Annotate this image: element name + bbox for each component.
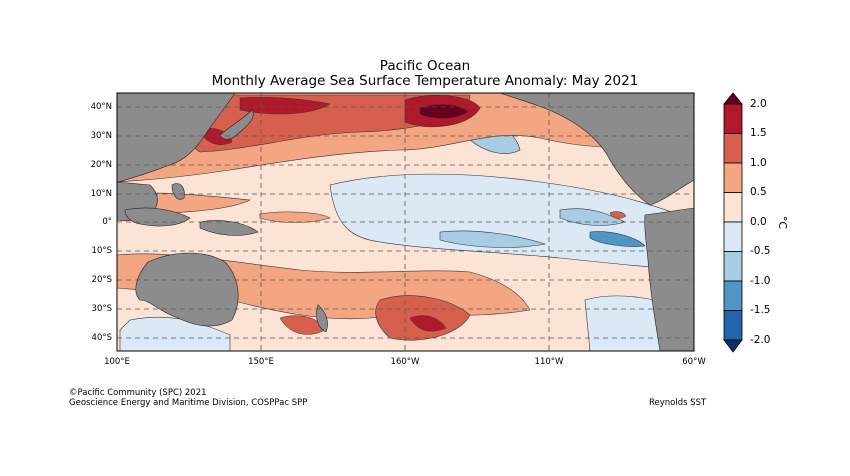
colorbar-swatch (723, 251, 743, 282)
map-frame (116, 92, 695, 352)
lat-tick: 10°S (91, 246, 112, 256)
lat-tick: 40°N (90, 102, 112, 112)
colorbar (723, 92, 743, 353)
lat-tick: 20°S (91, 275, 112, 285)
warm-anomaly-region (259, 211, 331, 223)
land-maritime-continent (124, 207, 191, 227)
graticule (117, 93, 694, 351)
colorbar-swatch (723, 103, 743, 134)
colorbar-tick: -2.0 (750, 334, 771, 346)
lon-tick: 160°W (390, 357, 420, 367)
land-new-guinea (199, 220, 259, 236)
map-subtitle: Monthly Average Sea Surface Temperature … (211, 73, 639, 89)
land-australia (135, 252, 239, 327)
data-source-label: Reynolds SST (649, 398, 707, 408)
colorbar-tick: -1.5 (750, 304, 771, 316)
land-east-asia (117, 93, 236, 183)
warm-anomaly-region (609, 211, 627, 219)
lon-tick: 60°W (682, 357, 706, 367)
lon-tick: 110°W (534, 357, 564, 367)
colorbar-tick: -0.5 (750, 245, 771, 257)
map-title: Pacific Ocean (379, 58, 471, 74)
colorbar-swatch (723, 192, 743, 223)
cool-anomaly-region (589, 231, 646, 247)
colorbar-swatch (723, 133, 743, 164)
land-south-america (644, 207, 694, 351)
colorbar-tick: 1.0 (750, 157, 767, 169)
colorbar-tick: 0.0 (750, 216, 767, 228)
land-new-zealand (316, 304, 328, 333)
colorbar-swatch-min (723, 339, 743, 353)
cool-anomaly-region (439, 230, 547, 248)
colorbar-unit-label: °C (776, 215, 790, 230)
credit-line-2: Geoscience Energy and Maritime Division,… (69, 398, 308, 408)
colorbar-swatch (723, 162, 743, 193)
land-japan (219, 109, 254, 140)
lat-tick: 20°N (90, 160, 112, 170)
colorbar-swatch (723, 310, 743, 341)
warm-anomaly-region (419, 104, 469, 119)
lat-tick: 40°S (91, 333, 112, 343)
colorbar-swatch (723, 280, 743, 311)
land-philippines (171, 183, 185, 200)
colorbar-tick: 1.5 (750, 127, 767, 139)
colorbar-tick: 2.0 (750, 98, 767, 110)
credit-line-1: ©Pacific Community (SPC) 2021 (69, 388, 207, 398)
lon-tick: 150°E (248, 357, 274, 367)
lon-tick: 100°E (104, 357, 130, 367)
colorbar-tick: 0.5 (750, 186, 767, 198)
colorbar-swatch-max (723, 92, 743, 105)
lat-tick: 0° (102, 217, 112, 227)
colorbar-swatch (723, 221, 743, 252)
colorbar-tick: -1.0 (750, 275, 771, 287)
lat-tick: 30°N (90, 131, 112, 141)
warm-anomaly-region (409, 315, 447, 332)
lat-tick: 10°N (90, 189, 112, 199)
lat-tick: 30°S (91, 304, 112, 314)
